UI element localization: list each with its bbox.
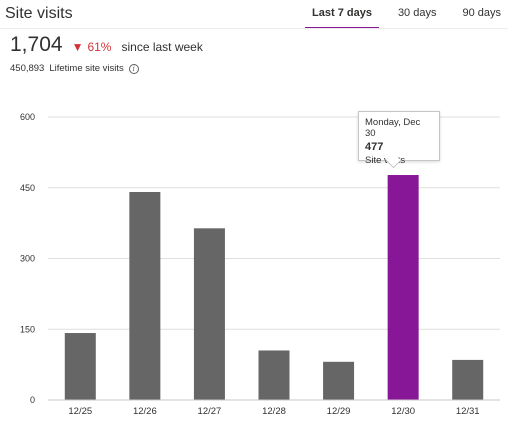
info-icon[interactable]: i — [128, 63, 139, 74]
y-tick-label: 0 — [30, 395, 35, 405]
y-tick-label: 450 — [20, 183, 35, 193]
y-tick-label: 150 — [20, 324, 35, 334]
lifetime-value: 450,893 — [10, 63, 45, 74]
lifetime-visits: 450,893 Lifetime site visits i — [10, 63, 139, 74]
bar[interactable] — [129, 191, 161, 400]
bar[interactable] — [193, 228, 225, 400]
tab-divider — [0, 28, 508, 29]
bar[interactable] — [387, 175, 419, 400]
tab-90-days[interactable]: 90 days — [462, 7, 501, 19]
visits-summary: 1,704 ▼ 61% since last week — [10, 33, 203, 57]
trend-down-icon: ▼ — [71, 40, 84, 54]
bar-tooltip: Monday, Dec 30 477 Site visits — [358, 111, 440, 166]
y-tick-label: 600 — [20, 112, 35, 122]
x-tick-label: 12/25 — [68, 406, 92, 417]
bar[interactable] — [258, 350, 290, 400]
page-title: Site visits — [5, 5, 73, 22]
lifetime-label: Lifetime site visits — [49, 63, 124, 74]
x-tick-label: 12/31 — [456, 406, 480, 417]
x-tick-label: 12/30 — [391, 406, 415, 417]
bar[interactable] — [452, 359, 484, 400]
tooltip-label: Site visits — [365, 155, 406, 166]
tab-30-days[interactable]: 30 days — [397, 7, 437, 19]
trend-label: since last week — [121, 40, 203, 54]
x-tick-label: 12/27 — [198, 406, 222, 417]
x-tick-label: 12/28 — [262, 406, 286, 417]
tooltip-date: Monday, Dec 30 — [365, 117, 421, 139]
x-tick-label: 12/26 — [133, 406, 157, 417]
bar[interactable] — [323, 361, 355, 400]
tooltip-value: 477 — [365, 141, 384, 153]
trend-percent: 61% — [87, 40, 112, 54]
x-tick-label: 12/29 — [327, 406, 351, 417]
y-tick-label: 300 — [20, 254, 35, 264]
bar[interactable] — [64, 333, 96, 400]
visits-count: 1,704 — [10, 33, 63, 56]
